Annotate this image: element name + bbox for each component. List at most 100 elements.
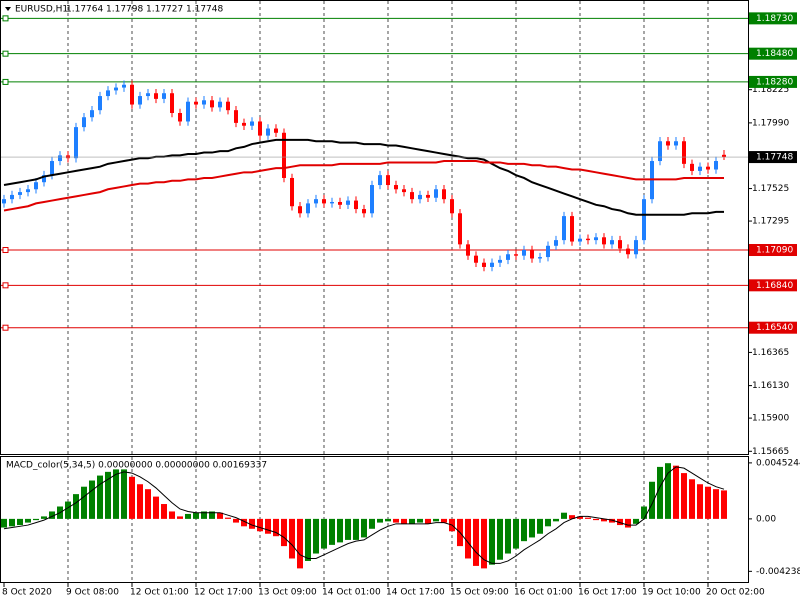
level-tag [749, 12, 797, 25]
candle-body [298, 206, 302, 214]
y-tick-label: 0.0045244 [756, 458, 800, 468]
macd-bar [689, 479, 695, 519]
y-tick-label: 1.17525 [752, 184, 789, 194]
candle-body [490, 262, 494, 267]
candle-body [674, 141, 678, 146]
y-tick-label: 1.17295 [752, 217, 789, 227]
candle-body [74, 127, 78, 159]
macd-bar [409, 518, 415, 524]
macd-bar [713, 489, 719, 519]
candle-body [354, 200, 358, 210]
candle-body [610, 240, 614, 245]
candle-body [2, 199, 6, 204]
candle-body [234, 110, 238, 123]
candle-body [658, 141, 662, 162]
level-label: 1.18730 [756, 14, 793, 24]
candle-body [618, 240, 622, 249]
x-tick-label: 12 Oct 17:00 [194, 588, 253, 598]
macd-bar [393, 518, 399, 523]
candle-body [522, 250, 526, 256]
macd-bar [217, 512, 223, 519]
macd-bar [129, 476, 135, 519]
macd-bar [513, 518, 519, 549]
candle-body [586, 238, 590, 241]
macd-bar [657, 466, 663, 519]
level-anchor [2, 78, 9, 85]
candle-body [570, 216, 574, 242]
candle-body [410, 192, 414, 200]
current-price-label: 1.17748 [756, 153, 793, 163]
candle-body [370, 185, 374, 214]
candle-body [362, 209, 366, 214]
y-tick-label: 1.17990 [752, 118, 789, 128]
level-anchor [2, 15, 9, 22]
x-tick-label: 8 Oct 2020 [2, 588, 52, 598]
candle-body [50, 161, 54, 176]
candle-body [202, 100, 206, 105]
candle-body [498, 259, 502, 263]
macd-bar [481, 518, 487, 569]
level-tag [749, 244, 797, 257]
candle-body [450, 199, 454, 214]
level-tag [749, 75, 797, 88]
candle-body [402, 189, 406, 193]
macd-bar [377, 518, 383, 523]
candle-body [698, 166, 702, 171]
ohlc-close: 1.17748 [186, 5, 223, 15]
ohlc-low: 1.17727 [146, 5, 183, 15]
macd-frame [0, 456, 749, 583]
macd-bar [177, 516, 183, 519]
macd-bar [9, 518, 15, 527]
x-tick-label: 12 Oct 01:00 [130, 588, 189, 598]
candle-body [322, 199, 326, 204]
x-tick-label: 16 Oct 17:00 [578, 588, 637, 598]
candle-body [154, 93, 158, 99]
candle-body [290, 177, 294, 207]
candle-body [170, 93, 174, 113]
macd-bar [25, 518, 31, 523]
candle-body [130, 84, 134, 105]
macd-bar [625, 518, 631, 528]
candle-body [682, 141, 686, 164]
candle-body [210, 100, 214, 108]
candle-body [394, 185, 398, 190]
macd-bar [97, 475, 103, 519]
macd-bar [241, 518, 247, 527]
candle-body [18, 192, 22, 195]
symbol-menu-icon[interactable] [5, 7, 11, 11]
macd-bar [321, 518, 327, 549]
candle-body [106, 90, 110, 97]
candle-body [466, 244, 470, 256]
macd-bar [33, 518, 39, 521]
ohlc-high: 1.17798 [106, 5, 143, 15]
candle-body [642, 199, 646, 241]
macd-bar [1, 518, 7, 528]
candle-body [722, 154, 726, 158]
macd-bar [305, 518, 311, 561]
current-price-tag [749, 151, 797, 164]
candle-body [34, 182, 38, 190]
macd-bar [145, 489, 151, 519]
candle-body [138, 96, 142, 105]
macd-bar [337, 518, 343, 543]
candle-body [178, 113, 182, 122]
candle-body [194, 101, 198, 105]
macd-bar [401, 518, 407, 524]
y-tick-label: -0.004238 [756, 567, 800, 577]
signal-line [3, 466, 725, 564]
candle-body [114, 87, 118, 91]
candle-body [474, 255, 478, 263]
x-tick-label: 15 Oct 09:00 [450, 588, 509, 598]
candle-body [594, 237, 598, 241]
candle-body [554, 240, 558, 246]
macd-bar [489, 518, 495, 565]
macd-bar [281, 518, 287, 547]
macd-bar [465, 518, 471, 559]
macd-bar [553, 518, 559, 522]
candle-body [266, 128, 270, 136]
macd-bar [225, 517, 231, 519]
candle-body [666, 141, 670, 146]
macd-bar [273, 518, 279, 537]
candle-body [562, 216, 566, 241]
candle-body [386, 175, 390, 186]
